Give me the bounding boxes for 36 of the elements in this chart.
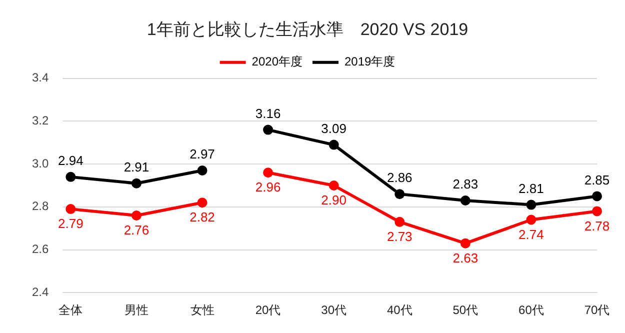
x-tick-label: 70代 — [584, 303, 610, 318]
data-label: 2.96 — [255, 180, 281, 195]
data-label: 2.74 — [518, 226, 544, 242]
y-tick-label: 2.8 — [32, 199, 49, 214]
x-tick-label: 30代 — [321, 303, 347, 318]
data-label: 2.63 — [452, 250, 478, 266]
x-tick-label: 50代 — [452, 303, 478, 318]
data-label: 2.85 — [584, 172, 610, 188]
x-tick-label: 40代 — [386, 303, 412, 318]
y-tick-label: 3.4 — [32, 70, 49, 85]
data-label: 2.86 — [386, 170, 412, 186]
x-tick-label: 60代 — [518, 303, 544, 318]
x-tick-label: 20代 — [255, 303, 281, 318]
data-label: 2.90 — [321, 192, 346, 208]
data-label: 2.97 — [190, 146, 215, 162]
y-tick-label: 3.0 — [32, 156, 49, 170]
x-tick-label: 女性 — [190, 303, 214, 318]
x-tick-label: 男性 — [124, 303, 148, 318]
data-label: 2.83 — [452, 176, 478, 192]
x-tick-label: 全体 — [58, 303, 83, 318]
legend-label: 2020年度 — [252, 54, 303, 69]
data-label: 2.78 — [584, 218, 610, 234]
data-label: 2.76 — [124, 222, 150, 238]
data-label: 2.82 — [190, 210, 215, 225]
y-tick-label: 3.2 — [32, 114, 49, 128]
y-tick-label: 2.4 — [32, 284, 49, 299]
data-label: 2.79 — [58, 216, 84, 232]
data-label: 3.09 — [321, 120, 346, 136]
data-label: 3.16 — [255, 106, 281, 121]
legend-label: 2019年度 — [344, 54, 396, 69]
y-tick-label: 2.6 — [32, 242, 49, 256]
data-label: 2.73 — [386, 228, 412, 244]
data-label: 2.81 — [518, 180, 544, 196]
data-label: 2.91 — [124, 159, 150, 174]
chart-title: 1年前と比較した生活水準 2020 VS 2019 — [146, 20, 468, 39]
data-label: 2.94 — [58, 153, 84, 168]
